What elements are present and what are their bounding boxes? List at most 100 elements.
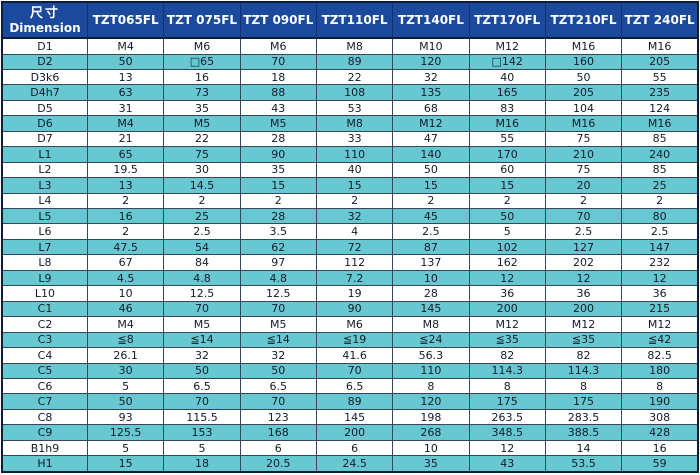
row-label: L4 xyxy=(1,192,88,210)
row-label: D6 xyxy=(1,115,88,132)
cell: 175 xyxy=(468,393,546,410)
row-label: C2 xyxy=(1,316,88,333)
cell: 168 xyxy=(239,424,317,441)
cell: 205 xyxy=(544,84,623,101)
cell: 147 xyxy=(621,238,699,256)
cell: 210 xyxy=(544,146,623,163)
cell: 110 xyxy=(315,146,394,163)
cell: 202 xyxy=(544,254,623,271)
cell: 124 xyxy=(621,99,699,117)
cell: ≦42 xyxy=(621,331,699,349)
cell: 87 xyxy=(392,238,470,256)
cell: 70 xyxy=(239,300,317,318)
cell: 160 xyxy=(544,53,623,70)
cell: 13 xyxy=(86,177,165,194)
cell: 8 xyxy=(392,378,470,395)
cell: 180 xyxy=(621,362,699,380)
row-label: D7 xyxy=(1,130,88,148)
cell: 40 xyxy=(315,161,394,179)
cell: 73 xyxy=(163,84,241,101)
table-row: L7 47.5 54 62 72 87 102 127 147 xyxy=(1,238,699,256)
table-header: 尺寸 Dimension TZT065FL TZT 075FL TZT 090FL T… xyxy=(1,1,699,39)
cell: 6 xyxy=(239,439,317,457)
cell: 125.5 xyxy=(86,424,165,441)
cell: 240 xyxy=(621,146,699,163)
cell: 5 xyxy=(86,378,165,395)
cell: 46 xyxy=(86,300,165,318)
cell: 70 xyxy=(239,393,317,410)
table-body: D1 M4 M6 M6 M8 M10 M12 M16 M16 D2 50 □65 70 89 120 □142… xyxy=(1,37,699,473)
cell: □65 xyxy=(163,53,241,70)
row-label: C8 xyxy=(1,408,88,426)
cell: 30 xyxy=(86,362,165,380)
cell: 19 xyxy=(315,285,394,302)
cell: M12 xyxy=(544,316,623,333)
cell: M5 xyxy=(239,115,317,132)
cell: 15 xyxy=(86,455,165,473)
cell: 90 xyxy=(239,146,317,163)
cell: 102 xyxy=(468,238,546,256)
cell: 170 xyxy=(468,146,546,163)
cell: 70 xyxy=(163,300,241,318)
cell: 283.5 xyxy=(544,408,623,426)
cell: M12 xyxy=(392,115,470,132)
cell: 6 xyxy=(315,439,394,457)
cell: 25 xyxy=(621,177,699,194)
cell: 200 xyxy=(544,300,623,318)
cell: 8 xyxy=(468,378,546,395)
cell: M16 xyxy=(621,115,699,132)
cell: 22 xyxy=(315,68,394,86)
cell: 16 xyxy=(163,68,241,86)
column-header: TZT 090FL xyxy=(239,1,317,39)
cell: 68 xyxy=(392,99,470,117)
cell: 428 xyxy=(621,424,699,441)
cell: 2.5 xyxy=(163,223,241,240)
cell: 12.5 xyxy=(163,285,241,302)
cell: 6.5 xyxy=(239,378,317,395)
table-row: L1 65 75 90 110 140 170 210 240 xyxy=(1,146,699,163)
row-label: C3 xyxy=(1,331,88,349)
cell: 268 xyxy=(392,424,470,441)
cell: 24.5 xyxy=(315,455,394,473)
cell: 348.5 xyxy=(468,424,546,441)
cell: 18 xyxy=(163,455,241,473)
cell: 32 xyxy=(392,68,470,86)
table-row: L3 13 14.5 15 15 15 15 20 25 xyxy=(1,177,699,194)
cell: 32 xyxy=(163,347,241,364)
cell: 16 xyxy=(86,208,165,225)
cell: 4.8 xyxy=(163,269,241,287)
table-row: L5 16 25 28 32 45 50 70 80 xyxy=(1,208,699,225)
cell: 75 xyxy=(544,161,623,179)
cell: 14 xyxy=(544,439,623,457)
cell: 4 xyxy=(315,223,394,240)
cell: 21 xyxy=(86,130,165,148)
row-label: D3k6 xyxy=(1,68,88,86)
cell: M8 xyxy=(315,37,394,55)
column-header: TZT210FL xyxy=(544,1,623,39)
cell: M6 xyxy=(315,316,394,333)
cell: 2 xyxy=(544,192,623,210)
cell: 200 xyxy=(315,424,394,441)
cell: 15 xyxy=(239,177,317,194)
cell: 104 xyxy=(544,99,623,117)
column-header: TZT 240FL xyxy=(621,1,699,39)
table-row: C1 46 70 70 90 145 200 200 215 xyxy=(1,300,699,318)
cell: 263.5 xyxy=(468,408,546,426)
table-row: B1h9 5 5 6 6 10 12 14 16 xyxy=(1,439,699,457)
cell: M8 xyxy=(315,115,394,132)
row-label: D5 xyxy=(1,99,88,117)
cell: 82 xyxy=(544,347,623,364)
cell: 72 xyxy=(315,238,394,256)
cell: 13 xyxy=(86,68,165,86)
table-row: C3 ≦8 ≦14 ≦14 ≦19 ≦24 ≦35 ≦35 ≦42 xyxy=(1,331,699,349)
row-label: D4h7 xyxy=(1,84,88,101)
table-row: L2 19.5 30 35 40 50 60 75 85 xyxy=(1,161,699,179)
cell: 12 xyxy=(544,269,623,287)
cell: 75 xyxy=(544,130,623,148)
cell: 70 xyxy=(544,208,623,225)
cell: 2 xyxy=(163,192,241,210)
cell: 19.5 xyxy=(86,161,165,179)
cell: 54 xyxy=(163,238,241,256)
cell: 36 xyxy=(468,285,546,302)
